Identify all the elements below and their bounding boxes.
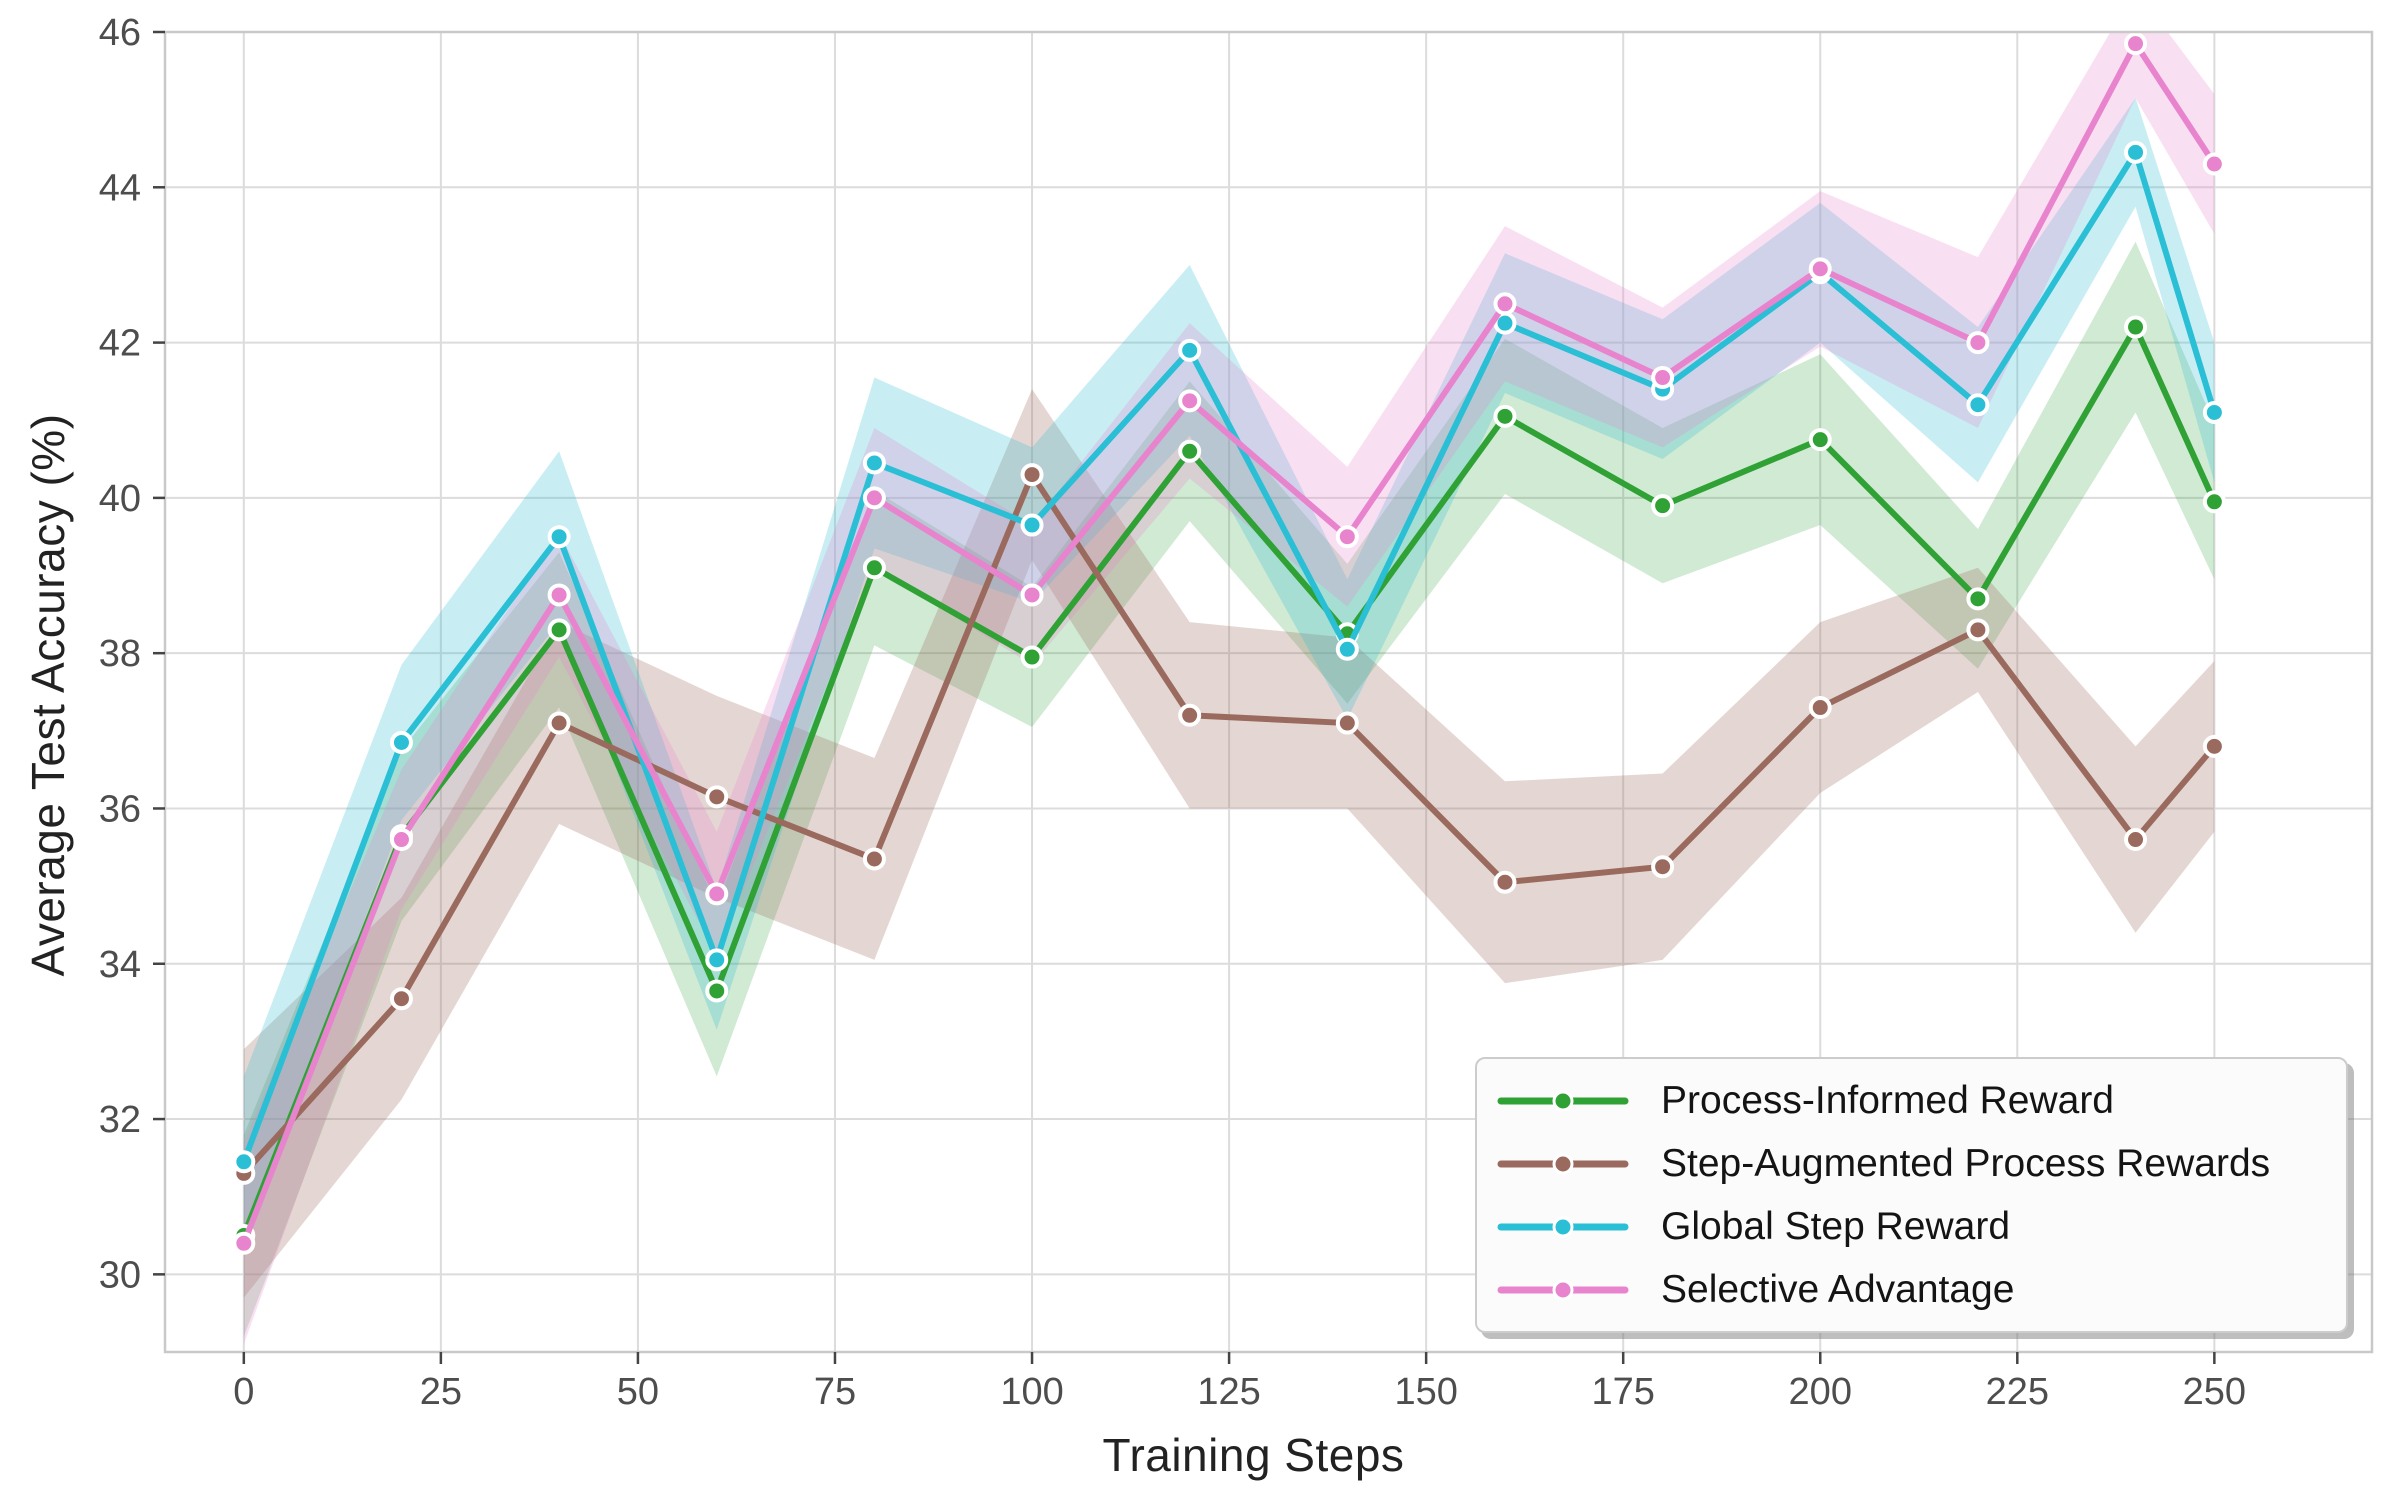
data-point-s2-x240 xyxy=(2124,140,2148,164)
data-point-s1-x100 xyxy=(1020,463,1044,487)
confidence-band-0 xyxy=(243,241,2215,1337)
data-point-s1-x40 xyxy=(547,711,571,735)
data-point-s0-x120 xyxy=(1178,439,1202,463)
y-tick-label-40: 40 xyxy=(99,478,141,520)
data-point-s3-x20 xyxy=(389,828,413,852)
data-point-s1-x160 xyxy=(1493,870,1517,894)
legend-line-sample-0 xyxy=(1497,1090,1629,1111)
x-tick-label-0: 0 xyxy=(233,1371,254,1413)
data-point-s0-x100 xyxy=(1020,645,1044,669)
legend-item-0: Process-Informed Reward xyxy=(1497,1071,2346,1131)
y-tick-label-46: 46 xyxy=(99,12,141,54)
legend-item-2: Global Step Reward xyxy=(1497,1197,2346,1257)
data-point-s3-x140 xyxy=(1335,525,1359,549)
data-point-s3-x240 xyxy=(2124,32,2148,56)
y-tick-label-42: 42 xyxy=(99,323,141,365)
data-point-s1-x250 xyxy=(2202,734,2226,758)
y-tick-label-34: 34 xyxy=(99,944,141,986)
data-point-s2-x220 xyxy=(1966,393,1990,417)
y-tick-label-44: 44 xyxy=(99,167,141,209)
data-point-s3-x100 xyxy=(1020,583,1044,607)
legend: Process-Informed Reward Step-Augmented Pr… xyxy=(1475,1057,2348,1333)
data-point-s2-x0 xyxy=(232,1150,256,1174)
x-tick-label-150: 150 xyxy=(1394,1371,1457,1413)
y-tick-label-38: 38 xyxy=(99,633,141,675)
y-tick-label-32: 32 xyxy=(99,1099,141,1141)
confidence-band-3 xyxy=(243,32,2215,1345)
legend-line-sample-1 xyxy=(1497,1153,1629,1174)
y-tick-label-36: 36 xyxy=(99,788,141,830)
legend-item-3: Selective Advantage xyxy=(1497,1260,2346,1320)
x-tick-label-200: 200 xyxy=(1789,1371,1852,1413)
data-point-s1-x120 xyxy=(1178,703,1202,727)
data-point-s0-x160 xyxy=(1493,404,1517,428)
data-point-s3-x160 xyxy=(1493,292,1517,316)
data-point-s0-x80 xyxy=(862,556,886,580)
data-point-s3-x60 xyxy=(705,882,729,906)
series-line-3 xyxy=(240,40,2218,1247)
data-point-s0-x220 xyxy=(1966,587,1990,611)
data-point-s2-x100 xyxy=(1020,513,1044,537)
data-point-s3-x200 xyxy=(1808,257,1832,281)
data-point-s2-x60 xyxy=(705,948,729,972)
legend-item-1: Step-Augmented Process Rewards xyxy=(1497,1134,2346,1194)
data-point-s0-x200 xyxy=(1808,428,1832,452)
data-point-s3-x250 xyxy=(2202,152,2226,176)
data-point-s3-x220 xyxy=(1966,331,1990,355)
data-point-s2-x80 xyxy=(862,451,886,475)
data-point-s1-x20 xyxy=(389,987,413,1011)
data-point-s2-x40 xyxy=(547,525,571,549)
legend-label-3: Selective Advantage xyxy=(1661,1267,2015,1311)
legend-label-1: Step-Augmented Process Rewards xyxy=(1661,1141,2271,1185)
series-line-0 xyxy=(240,324,2218,1239)
data-point-s1-x60 xyxy=(705,785,729,809)
data-point-s1-x180 xyxy=(1651,855,1675,879)
plot-frame xyxy=(163,30,2374,1354)
data-point-s3-x40 xyxy=(547,583,571,607)
x-tick-label-225: 225 xyxy=(1986,1371,2049,1413)
data-point-s1-x140 xyxy=(1335,711,1359,735)
data-point-s1-x80 xyxy=(862,847,886,871)
data-point-s2-x20 xyxy=(389,730,413,754)
y-axis-title: Average Test Accuracy (%) xyxy=(22,413,74,977)
data-point-s0-x240 xyxy=(2124,315,2148,339)
data-point-s0-x180 xyxy=(1651,494,1675,518)
data-point-s0-x60 xyxy=(705,979,729,1003)
legend-line-sample-3 xyxy=(1497,1279,1629,1300)
x-tick-label-50: 50 xyxy=(617,1371,659,1413)
data-point-s3-x0 xyxy=(232,1231,256,1255)
data-point-s2-x140 xyxy=(1335,637,1359,661)
data-point-s1-x220 xyxy=(1966,618,1990,642)
x-tick-label-175: 175 xyxy=(1591,1371,1654,1413)
legend-label-2: Global Step Reward xyxy=(1661,1204,2011,1248)
data-point-s3-x80 xyxy=(862,486,886,510)
series-line-2 xyxy=(240,149,2218,1165)
data-point-s0-x250 xyxy=(2202,490,2226,514)
x-tick-label-25: 25 xyxy=(420,1371,462,1413)
data-point-s0-x40 xyxy=(547,618,571,642)
data-point-s1-x200 xyxy=(1808,696,1832,720)
legend-line-sample-2 xyxy=(1497,1216,1629,1237)
x-tick-label-125: 125 xyxy=(1197,1371,1260,1413)
x-tick-label-250: 250 xyxy=(2183,1371,2246,1413)
data-point-s2-x250 xyxy=(2202,400,2226,424)
confidence-band-2 xyxy=(243,98,2215,1248)
data-point-s3-x120 xyxy=(1178,389,1202,413)
data-point-s3-x180 xyxy=(1651,366,1675,390)
x-tick-label-100: 100 xyxy=(1000,1371,1063,1413)
data-point-s1-x240 xyxy=(2124,828,2148,852)
series-line-1 xyxy=(240,471,2218,1177)
x-axis-title: Training Steps xyxy=(1102,1429,1405,1481)
legend-label-0: Process-Informed Reward xyxy=(1661,1078,2114,1122)
data-point-s2-x120 xyxy=(1178,338,1202,362)
x-tick-label-75: 75 xyxy=(814,1371,856,1413)
y-tick-label-30: 30 xyxy=(99,1254,141,1296)
confidence-band-1 xyxy=(243,389,2215,1298)
